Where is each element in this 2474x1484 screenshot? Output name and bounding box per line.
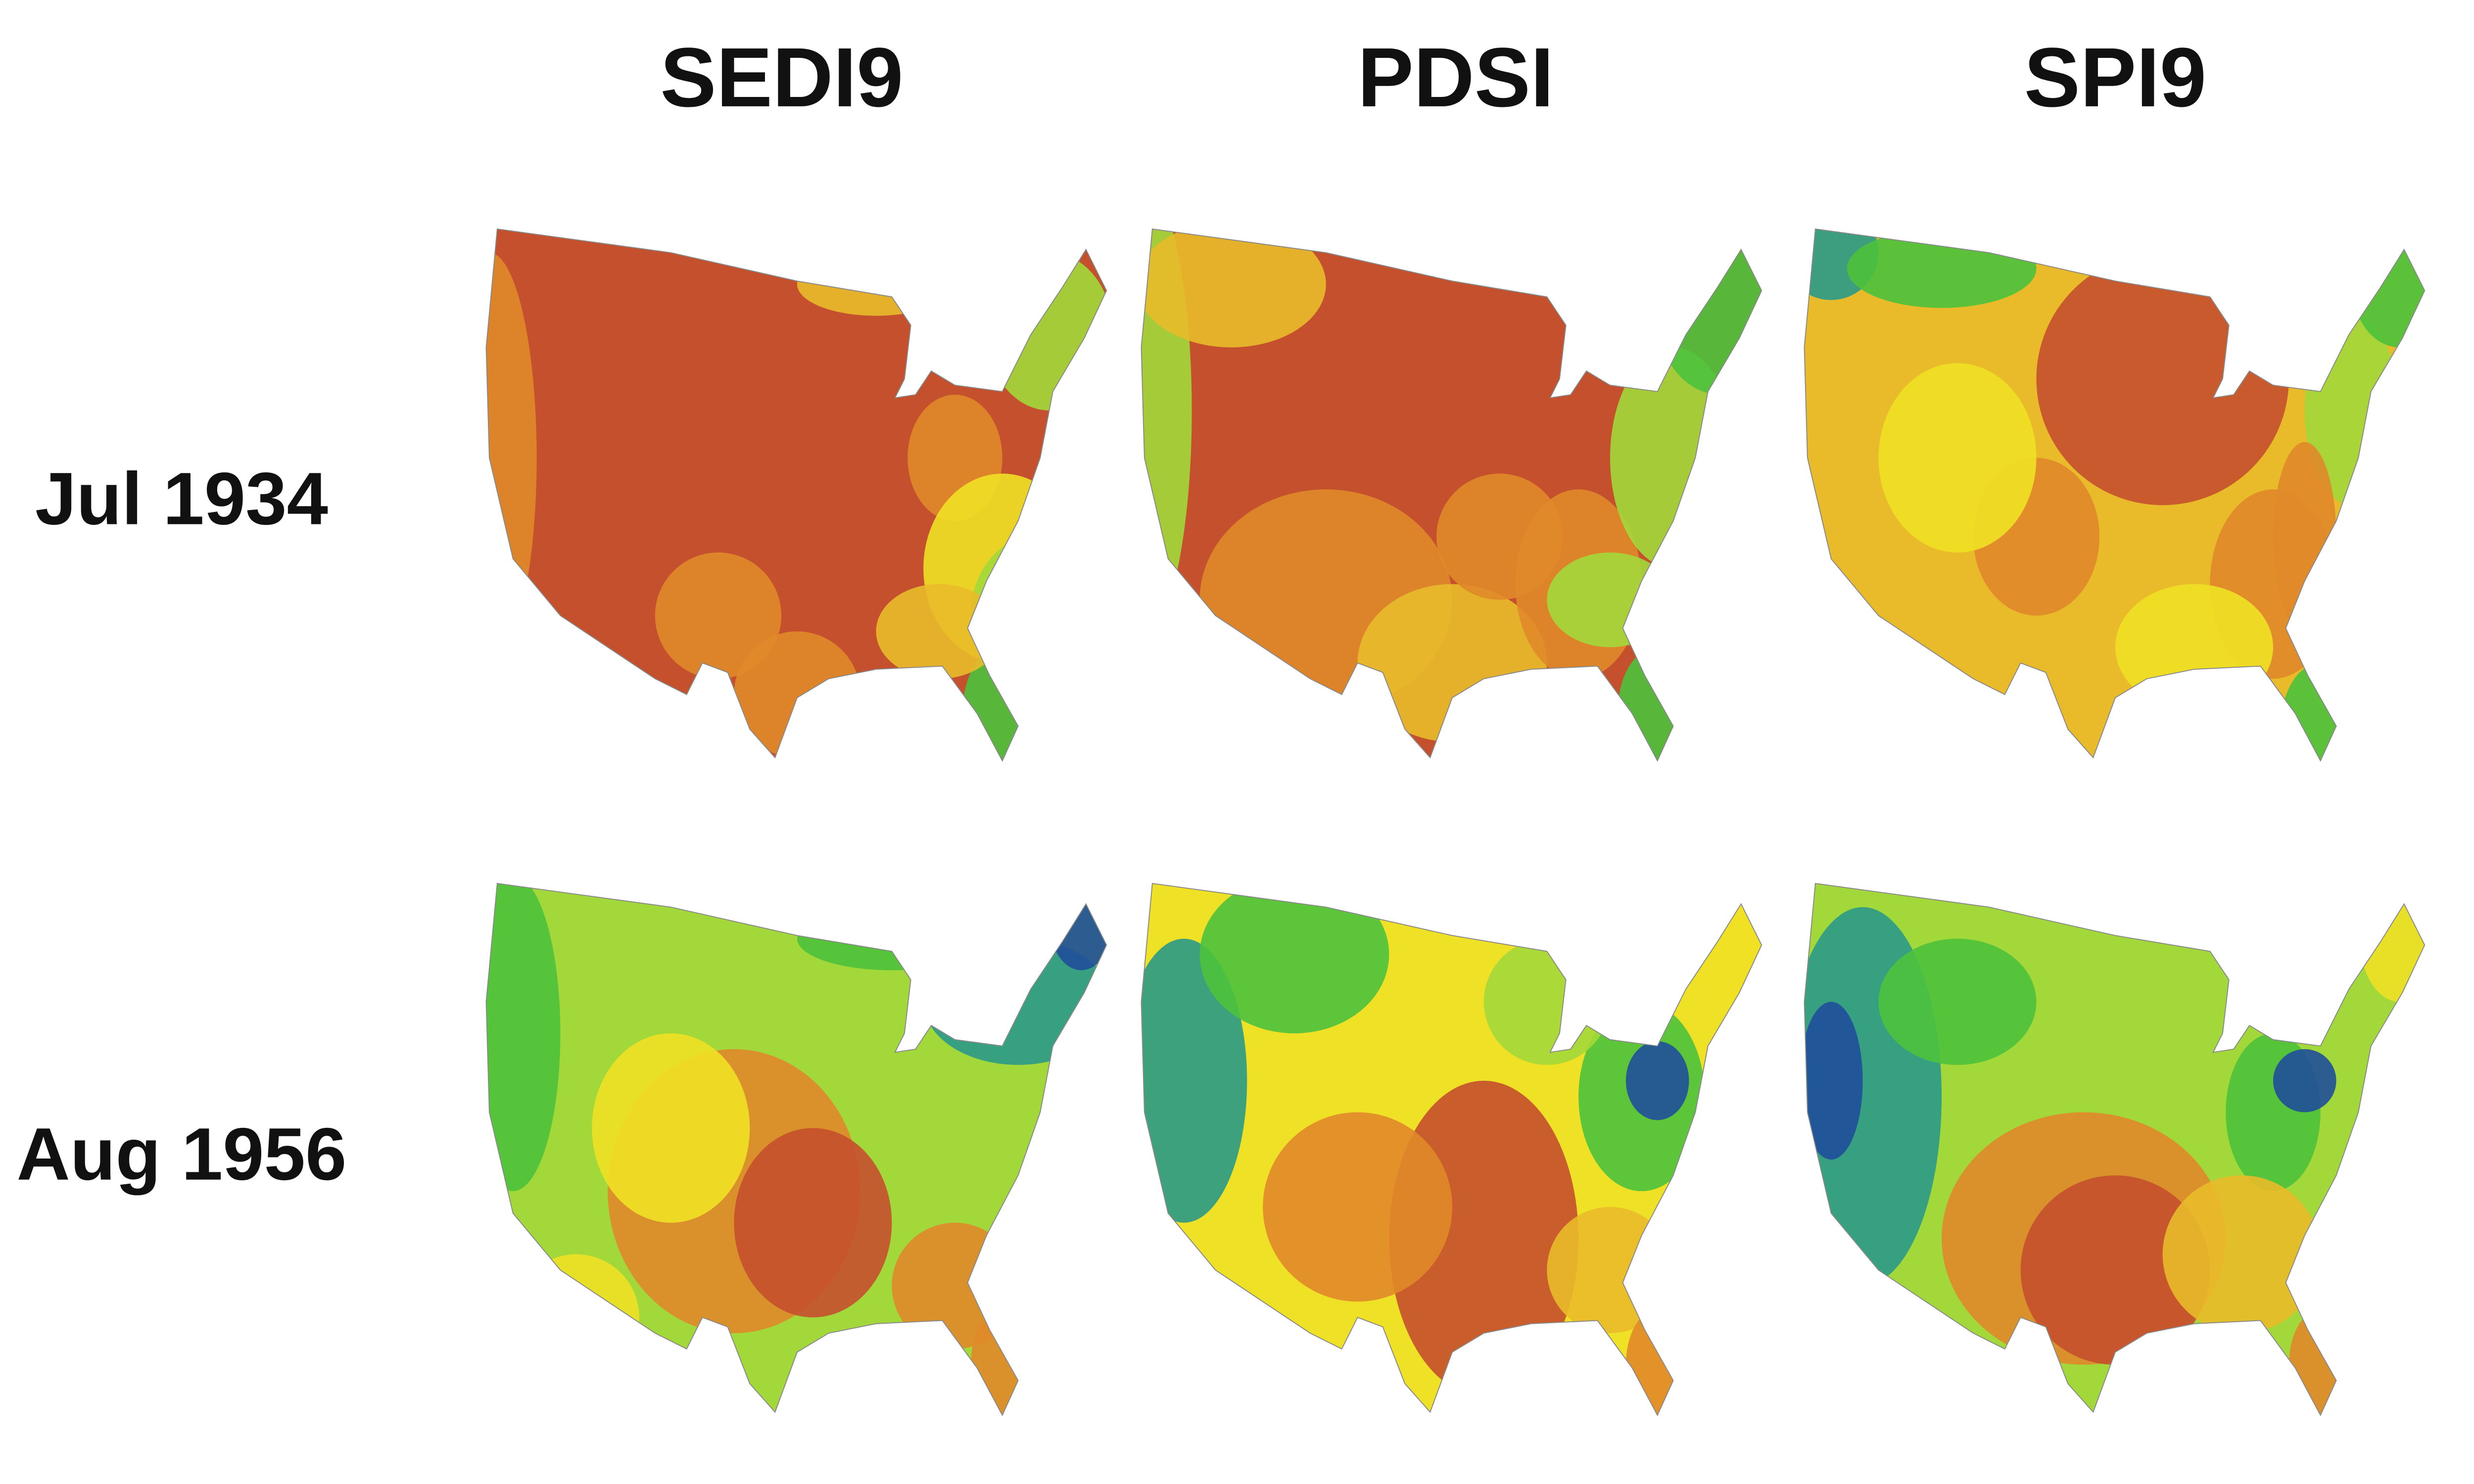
region [2020,1175,2210,1365]
row-title: Jul 1934 [35,457,328,540]
map [1140,882,1762,1416]
region [1610,347,1737,568]
region [734,631,860,758]
region [1263,1112,1452,1302]
region [1483,938,1610,1065]
region [970,537,1097,695]
map [1140,228,1762,762]
region [797,907,987,971]
region [734,1128,892,1318]
map [485,228,1107,762]
region [1436,473,1563,600]
map-fill [486,229,1107,761]
region [2273,1049,2336,1113]
column-title: PDSI [1358,31,1554,125]
region [1199,883,1389,1034]
map [1803,228,2426,762]
region [2115,584,2273,710]
region [592,1033,750,1223]
region [2288,1309,2352,1415]
region [1657,236,1762,395]
map-fill [1804,229,2425,761]
region [1804,1002,1863,1160]
region [2162,1175,2321,1334]
region [2281,663,2360,761]
column-title: SEDI9 [660,31,903,125]
region [1697,883,1762,1002]
map-fill [1141,883,1762,1415]
region [513,1254,639,1381]
region [2352,229,2425,348]
region [486,883,561,1192]
region [986,252,1107,411]
region [970,1309,1034,1415]
map-fill [1804,883,2425,1415]
region [655,552,782,679]
column-title: SPI9 [2024,31,2207,125]
region [876,584,1002,679]
map-fill [486,883,1107,1415]
region [1878,363,2037,553]
region [1547,552,1673,648]
region [2360,883,2425,1002]
region [1625,1041,1689,1120]
row-title: Aug 1956 [17,1113,347,1196]
region [2036,252,2289,506]
map-grid [485,228,2426,1416]
map [1803,882,2426,1416]
map-fill [1141,229,1762,761]
region [2273,442,2336,632]
region [1847,229,2037,308]
region [1547,1206,1673,1334]
map [485,882,1107,1416]
region [1625,1309,1689,1415]
region [1878,938,2037,1065]
region [892,1222,1018,1349]
region [1049,883,1107,971]
region [1141,229,1326,348]
region [797,252,955,316]
